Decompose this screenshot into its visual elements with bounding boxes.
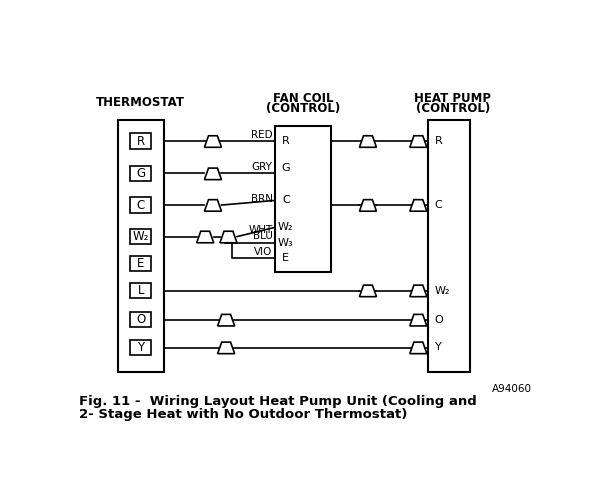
Text: FAN COIL: FAN COIL [272, 92, 333, 105]
Bar [130, 229, 151, 245]
Text: BRN: BRN [251, 193, 272, 203]
Text: E: E [283, 253, 289, 263]
Bar [130, 166, 151, 181]
Text: RED: RED [251, 129, 272, 139]
Polygon shape [410, 314, 427, 326]
Text: O: O [434, 315, 443, 325]
Text: GRY: GRY [252, 162, 272, 172]
Polygon shape [205, 200, 221, 211]
Text: W₂: W₂ [278, 222, 293, 233]
Text: Y: Y [137, 341, 145, 354]
Text: G: G [281, 163, 290, 173]
Polygon shape [359, 200, 376, 211]
Text: O: O [136, 313, 146, 326]
Text: (CONTROL): (CONTROL) [266, 102, 340, 115]
Text: R: R [434, 136, 442, 146]
Bar [130, 133, 151, 149]
Text: 2- Stage Heat with No Outdoor Thermostat): 2- Stage Heat with No Outdoor Thermostat… [79, 408, 407, 421]
Text: A94060: A94060 [492, 384, 532, 394]
Polygon shape [205, 136, 221, 147]
Text: C: C [282, 195, 290, 205]
Polygon shape [410, 200, 427, 211]
Polygon shape [218, 314, 235, 326]
Polygon shape [359, 285, 376, 297]
Text: W₂: W₂ [133, 230, 149, 243]
Polygon shape [220, 231, 237, 243]
Polygon shape [410, 342, 427, 354]
Text: W₃: W₃ [278, 238, 293, 248]
Text: Y: Y [434, 343, 442, 353]
Polygon shape [218, 342, 235, 354]
Text: VIO: VIO [254, 247, 272, 256]
Polygon shape [197, 231, 214, 243]
Bar [428, 120, 470, 372]
Bar [118, 120, 164, 372]
Text: E: E [137, 257, 145, 270]
Text: L: L [137, 284, 144, 297]
Polygon shape [205, 168, 221, 180]
Bar [130, 283, 151, 298]
Text: W₂: W₂ [434, 286, 450, 296]
Polygon shape [359, 136, 376, 147]
Text: G: G [136, 167, 145, 180]
Bar [130, 197, 151, 213]
Bar [130, 340, 151, 355]
Bar [130, 312, 151, 327]
Polygon shape [410, 285, 427, 297]
Bar [130, 256, 151, 271]
Polygon shape [410, 136, 427, 147]
Text: R: R [137, 134, 145, 148]
Text: C: C [434, 200, 442, 210]
Bar [275, 126, 331, 272]
Text: Fig. 11 -  Wiring Layout Heat Pump Unit (Cooling and: Fig. 11 - Wiring Layout Heat Pump Unit (… [79, 395, 476, 408]
Text: WHT: WHT [248, 225, 272, 235]
Text: R: R [282, 136, 290, 146]
Text: BLU: BLU [253, 231, 272, 241]
Text: HEAT PUMP: HEAT PUMP [415, 92, 491, 105]
Text: THERMOSTAT: THERMOSTAT [97, 96, 185, 109]
Text: C: C [137, 198, 145, 212]
Text: (CONTROL): (CONTROL) [416, 102, 490, 115]
